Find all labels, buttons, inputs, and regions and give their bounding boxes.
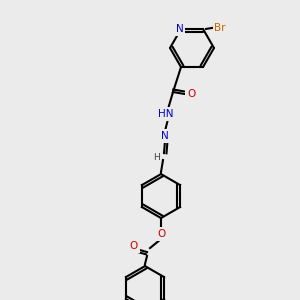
Text: O: O: [157, 229, 165, 239]
Text: O: O: [187, 89, 195, 99]
Text: Br: Br: [214, 23, 226, 33]
Text: H: H: [154, 153, 160, 162]
Text: N: N: [161, 131, 169, 141]
Text: O: O: [130, 241, 138, 251]
Text: N: N: [176, 24, 184, 34]
Text: HN: HN: [158, 109, 174, 119]
